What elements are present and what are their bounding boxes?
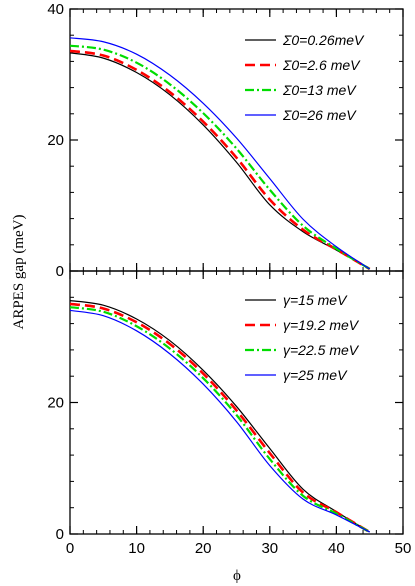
series-line — [70, 44, 371, 270]
legend-label: Σ0=26 meV — [282, 107, 357, 123]
legend-label: Σ0=0.26meV — [282, 32, 365, 48]
legend-label: γ=25 meV — [283, 367, 348, 383]
x-tick-label: 20 — [195, 540, 212, 557]
y-tick-label: 0 — [56, 526, 64, 543]
legend-label: Σ0=13 meV — [282, 82, 357, 98]
plot-frame — [69, 8, 404, 272]
y-tick-label: 20 — [47, 132, 64, 149]
legend-label: γ=19.2 meV — [283, 317, 360, 333]
series-line — [70, 302, 371, 534]
bottom-panel: 0 10 20 30 40 50 0 20 γ=15 meV γ=19.2 meV γ=22.5 m… — [47, 270, 412, 557]
x-tick-label: 10 — [128, 540, 145, 557]
legend-label: Σ0=2.6 meV — [282, 57, 361, 73]
x-tick-label: 50 — [395, 540, 412, 557]
y-tick-label: 0 — [56, 263, 64, 280]
top-panel: 0 20 40 Σ0=0.26meV Σ0=2.6 meV Σ0=13 meV Σ0=26 … — [47, 1, 404, 280]
series-line — [70, 49, 371, 271]
y-axis-label: ARPES gap (meV) — [11, 215, 27, 330]
series-line — [70, 37, 371, 270]
x-tick-label: 30 — [261, 540, 278, 557]
legend-label: γ=22.5 meV — [283, 342, 360, 358]
y-tick-label: 20 — [47, 395, 64, 412]
x-tick-label: 0 — [66, 540, 74, 557]
y-tick-label: 40 — [47, 1, 64, 18]
series-line — [70, 299, 371, 533]
series-line — [70, 306, 371, 533]
x-tick-label: 40 — [328, 540, 345, 557]
legend-label: γ=15 meV — [283, 292, 348, 308]
x-axis-label: ϕ — [233, 568, 241, 584]
series-line — [70, 309, 370, 533]
